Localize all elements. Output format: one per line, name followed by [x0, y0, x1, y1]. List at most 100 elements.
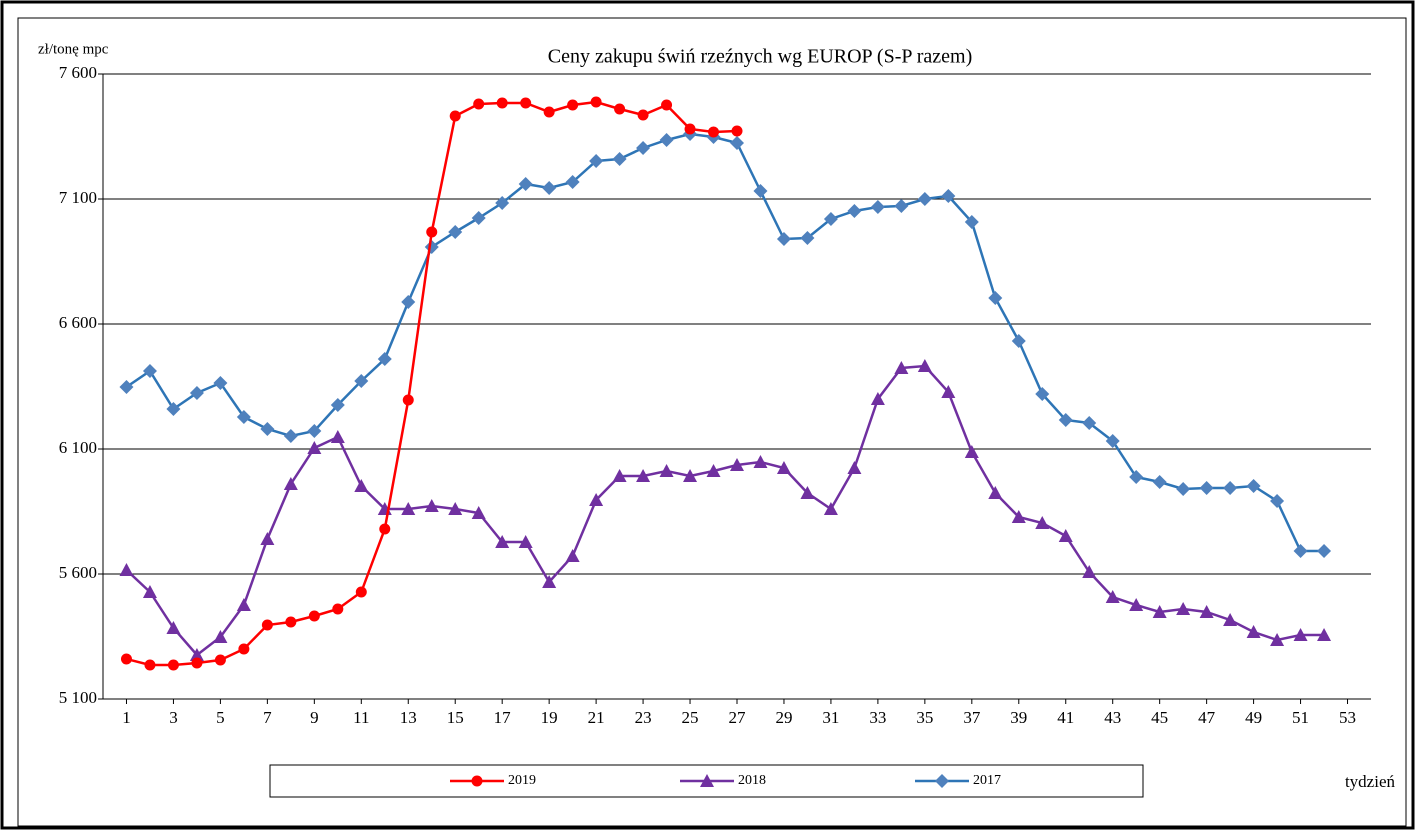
point: [283, 429, 298, 443]
point: [189, 386, 204, 400]
point: [495, 535, 510, 548]
point: [236, 410, 251, 424]
point: [402, 394, 414, 406]
legend-label: 2017: [973, 773, 1001, 788]
point: [800, 486, 815, 499]
point: [614, 103, 626, 115]
point: [637, 109, 649, 121]
x-tick-label: 19: [541, 708, 558, 727]
point: [567, 99, 579, 111]
x-tick-label: 37: [963, 708, 981, 727]
point: [612, 469, 627, 482]
chart-title: Ceny zakupu świń rzeźnych wg EUROP (S-P …: [548, 46, 973, 68]
point: [330, 430, 345, 443]
point: [1035, 387, 1050, 401]
legend-marker: [471, 775, 483, 787]
point: [496, 97, 508, 109]
point: [847, 204, 862, 218]
series-line: [125, 132, 1325, 553]
point: [683, 469, 698, 482]
point: [142, 585, 157, 598]
legend-box: [269, 764, 1144, 798]
y-tick-label: 7 100: [59, 188, 97, 207]
point: [1199, 605, 1214, 618]
point: [988, 291, 1003, 305]
point: [1317, 628, 1332, 641]
point: [1105, 590, 1120, 603]
x-tick-label: 23: [635, 708, 652, 727]
point: [166, 402, 181, 416]
point: [119, 563, 134, 576]
x-tick-label: 43: [1104, 708, 1121, 727]
point: [213, 376, 228, 390]
point: [120, 653, 132, 665]
legend-label: 2019: [508, 773, 536, 788]
point: [448, 502, 463, 515]
point: [941, 385, 956, 398]
point: [119, 380, 134, 394]
point: [708, 126, 720, 138]
point: [307, 424, 322, 438]
point: [213, 630, 228, 643]
y-tick-label: 5 600: [59, 563, 97, 582]
y-tick-label: 6 100: [59, 438, 97, 457]
legend-marker: [700, 774, 714, 787]
point: [776, 232, 791, 246]
point: [870, 392, 885, 405]
y-tick-label: 5 100: [59, 688, 97, 707]
x-tick-label: 15: [447, 708, 464, 727]
x-tick-label: 25: [682, 708, 699, 727]
point: [471, 506, 486, 519]
point: [518, 177, 533, 191]
point: [1105, 434, 1120, 448]
point: [377, 352, 392, 366]
point: [167, 659, 179, 671]
x-tick-label: 31: [822, 708, 839, 727]
series-line: [125, 364, 1325, 657]
point: [355, 586, 367, 598]
point: [542, 575, 557, 588]
point: [236, 598, 251, 611]
point: [659, 464, 674, 477]
point: [847, 461, 862, 474]
point: [1129, 470, 1144, 484]
point: [401, 502, 416, 515]
point: [261, 619, 273, 631]
point: [283, 477, 298, 490]
point: [800, 231, 815, 245]
point: [589, 154, 604, 168]
point: [753, 184, 768, 198]
point: [1176, 482, 1191, 496]
point: [1011, 510, 1026, 523]
x-tick-label: 35: [916, 708, 933, 727]
point: [518, 535, 533, 548]
inner-frame: [17, 17, 1407, 827]
x-tick-label: 27: [729, 708, 747, 727]
point: [426, 226, 438, 238]
point: [1129, 598, 1144, 611]
point: [307, 441, 322, 454]
point: [1082, 416, 1097, 430]
point: [706, 464, 721, 477]
x-tick-label: 49: [1245, 708, 1262, 727]
point: [823, 502, 838, 515]
point: [730, 458, 744, 471]
y-tick-label: 6 600: [59, 313, 97, 332]
x-tick-label: 41: [1057, 708, 1074, 727]
point: [1035, 516, 1050, 529]
point: [543, 106, 555, 118]
point: [1058, 529, 1073, 542]
point: [424, 499, 439, 512]
point: [330, 398, 345, 412]
point: [964, 215, 979, 229]
point: [589, 493, 604, 506]
point: [542, 181, 557, 195]
point: [1223, 481, 1238, 495]
x-tick-label: 53: [1339, 708, 1356, 727]
point: [260, 532, 275, 545]
point: [1152, 475, 1167, 489]
x-tick-label: 21: [588, 708, 605, 727]
point: [354, 374, 369, 388]
